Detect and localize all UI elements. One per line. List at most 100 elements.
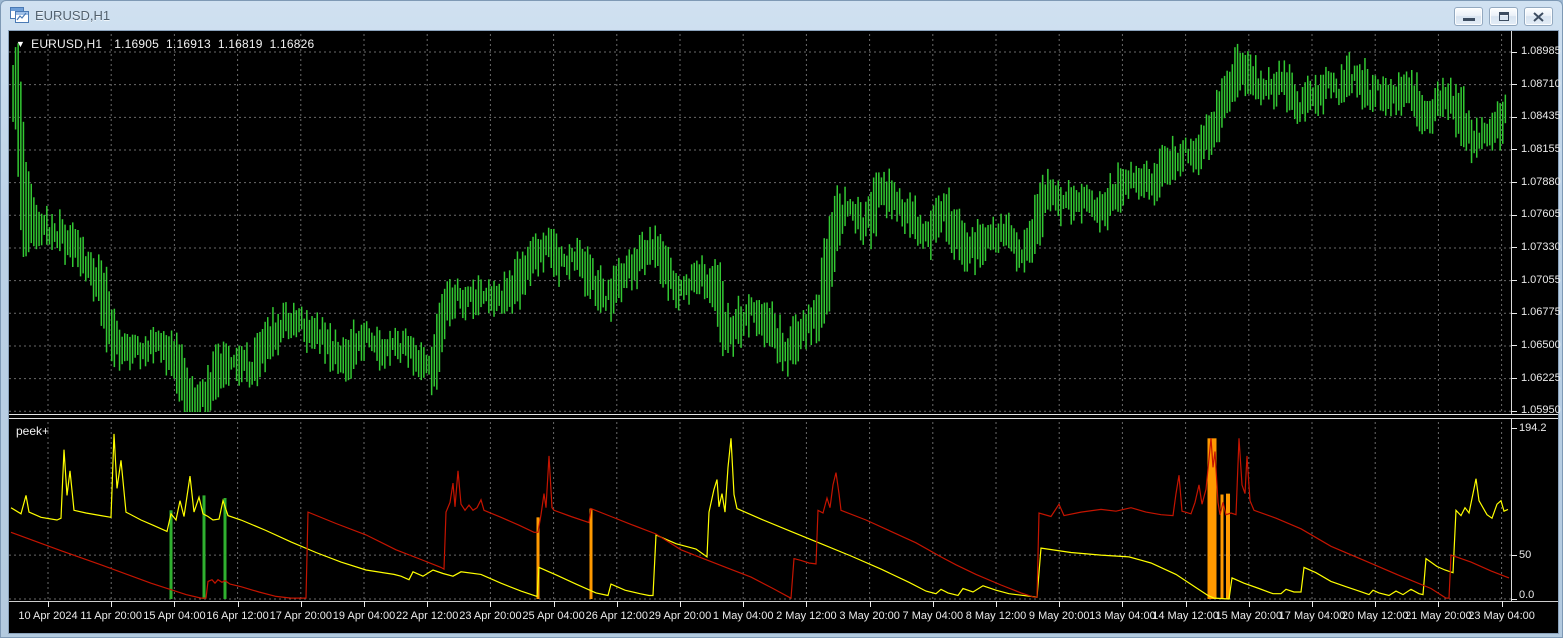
price-tick-mark bbox=[1511, 410, 1517, 412]
chart-symbol: EURUSD,H1 bbox=[31, 37, 103, 51]
price-tick-label: 1.07880 bbox=[1521, 175, 1561, 188]
time-tick-mark bbox=[490, 601, 492, 607]
price-tick-mark bbox=[1511, 182, 1517, 184]
time-tick-label: 21 May 20:00 bbox=[1405, 610, 1472, 622]
time-tick-label: 7 May 04:00 bbox=[902, 610, 964, 622]
indicator-tick-mark bbox=[1511, 427, 1517, 429]
main-price-chart[interactable] bbox=[9, 31, 1511, 414]
indicator-bar bbox=[1207, 438, 1217, 599]
price-tick-mark bbox=[1511, 84, 1517, 86]
time-tick-mark bbox=[1312, 601, 1313, 607]
time-tick-mark bbox=[1375, 601, 1377, 607]
time-tick-label: 11 Apr 20:00 bbox=[80, 610, 142, 622]
price-tick-mark bbox=[1511, 312, 1517, 314]
indicator-grid bbox=[9, 422, 1511, 600]
indicator-bar bbox=[589, 508, 593, 599]
time-tick-label: 19 Apr 04:00 bbox=[332, 610, 396, 622]
minimize-icon bbox=[1462, 18, 1475, 21]
price-tick-label: 1.08155 bbox=[1521, 142, 1561, 155]
time-tick-mark bbox=[1438, 601, 1440, 607]
time-tick-label: 3 May 20:00 bbox=[839, 610, 900, 622]
quote-open: 1.16905 bbox=[114, 37, 160, 51]
time-tick-label: 8 May 12:00 bbox=[965, 610, 1027, 622]
time-tick-mark bbox=[932, 601, 934, 607]
time-tick-mark bbox=[300, 601, 302, 607]
time-tick-mark bbox=[1501, 601, 1503, 607]
price-tick-label: 1.06225 bbox=[1521, 371, 1561, 384]
price-tick-label: 1.05950 bbox=[1521, 404, 1561, 417]
time-tick-mark bbox=[806, 601, 808, 607]
panel-splitter[interactable] bbox=[9, 414, 1558, 419]
time-tick-label: 26 Apr 12:00 bbox=[585, 610, 648, 622]
candles bbox=[12, 43, 1507, 412]
time-tick-mark bbox=[1185, 601, 1187, 607]
price-tick-label: 1.06775 bbox=[1521, 306, 1561, 319]
window-controls bbox=[1454, 7, 1553, 26]
price-tick-mark bbox=[1511, 149, 1517, 151]
price-tick-label: 1.06500 bbox=[1521, 338, 1561, 351]
time-tick-label: 25 Apr 04:00 bbox=[522, 610, 585, 622]
indicator-chart[interactable] bbox=[9, 420, 1511, 601]
indicator-yellow-line bbox=[10, 433, 1509, 600]
minimize-button[interactable] bbox=[1454, 7, 1483, 26]
window-title: EURUSD,H1 bbox=[35, 8, 111, 23]
price-tick-label: 1.08985 bbox=[1521, 45, 1561, 57]
time-tick-mark bbox=[869, 601, 871, 607]
time-tick-label: 9 May 20:00 bbox=[1028, 610, 1090, 622]
price-tick-label: 1.08435 bbox=[1521, 110, 1561, 123]
time-tick-label: 15 May 20:00 bbox=[1215, 610, 1283, 622]
indicator-tick-label: 0.0 bbox=[1519, 589, 1535, 601]
restore-button[interactable] bbox=[1489, 7, 1518, 26]
indicator-bar bbox=[202, 495, 206, 599]
indicator-bar bbox=[536, 517, 540, 599]
time-tick-label: 13 May 04:00 bbox=[1089, 610, 1156, 622]
indicator-red-line bbox=[10, 438, 1510, 599]
time-tick-label: 20 May 12:00 bbox=[1341, 610, 1409, 622]
price-tick-label: 1.07055 bbox=[1521, 273, 1561, 286]
window-icon bbox=[10, 7, 30, 24]
time-tick-mark bbox=[680, 601, 681, 607]
time-tick-mark bbox=[48, 601, 49, 607]
time-tick-label: 14 May 12:00 bbox=[1152, 610, 1219, 622]
price-scale[interactable] bbox=[1511, 31, 1558, 601]
price-tick-mark bbox=[1511, 51, 1517, 53]
chart-header: ▼ EURUSD,H1 1.16905 1.16913 1.16819 1.16… bbox=[16, 37, 321, 51]
time-tick-mark bbox=[1059, 601, 1061, 607]
indicator-tick-mark bbox=[1511, 554, 1517, 556]
time-tick-mark bbox=[111, 601, 113, 607]
time-scale[interactable] bbox=[9, 601, 1558, 633]
restore-icon bbox=[1498, 12, 1509, 21]
price-tick-label: 1.07605 bbox=[1521, 208, 1561, 221]
indicator-tick-label: 50 bbox=[1519, 549, 1532, 562]
time-tick-label: 23 Apr 20:00 bbox=[459, 610, 522, 622]
time-tick-mark bbox=[616, 601, 618, 607]
time-tick-mark bbox=[364, 601, 365, 607]
time-tick-label: 10 Apr 2024 bbox=[18, 610, 78, 622]
close-button[interactable] bbox=[1524, 7, 1553, 26]
indicator-tick-mark bbox=[1511, 598, 1517, 600]
price-tick-label: 1.08710 bbox=[1521, 77, 1561, 90]
price-tick-label: 1.07330 bbox=[1521, 240, 1561, 253]
time-tick-mark bbox=[237, 601, 239, 607]
symbol-dropdown-icon[interactable]: ▼ bbox=[16, 39, 26, 49]
time-tick-label: 15 Apr 04:00 bbox=[143, 610, 206, 622]
price-tick-mark bbox=[1511, 214, 1517, 216]
chart-client-area: ▼ EURUSD,H1 1.16905 1.16913 1.16819 1.16… bbox=[9, 31, 1561, 633]
price-tick-mark bbox=[1511, 247, 1517, 249]
time-tick-mark bbox=[1248, 601, 1250, 607]
price-tick-mark bbox=[1511, 378, 1517, 380]
price-tick-mark bbox=[1511, 345, 1517, 347]
time-tick-label: 22 Apr 12:00 bbox=[395, 610, 459, 622]
time-tick-label: 23 May 04:00 bbox=[1468, 610, 1535, 622]
time-tick-label: 17 May 04:00 bbox=[1278, 610, 1346, 622]
indicator-bar bbox=[169, 510, 173, 599]
time-tick-label: 17 Apr 20:00 bbox=[269, 610, 332, 622]
time-tick-label: 16 Apr 12:00 bbox=[206, 610, 269, 622]
indicator-name: peek+ bbox=[16, 424, 50, 438]
time-tick-label: 29 Apr 20:00 bbox=[648, 610, 712, 622]
close-icon bbox=[1533, 11, 1544, 22]
time-tick-mark bbox=[174, 601, 176, 607]
window-titlebar[interactable]: EURUSD,H1 bbox=[1, 1, 1562, 31]
time-tick-label: 2 May 12:00 bbox=[776, 610, 837, 622]
quote-low: 1.16819 bbox=[217, 37, 263, 51]
